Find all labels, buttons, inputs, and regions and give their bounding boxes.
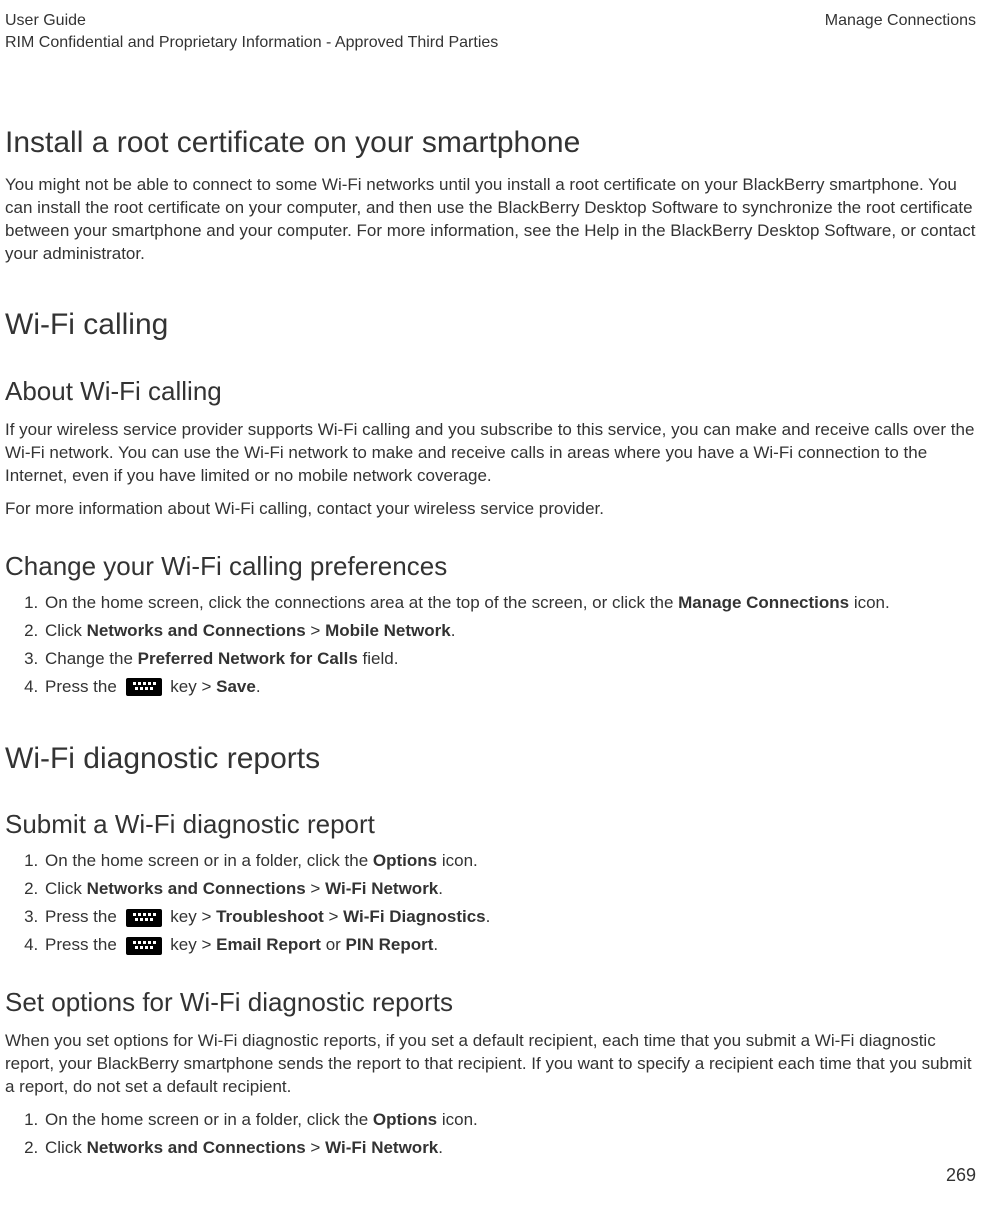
paragraph-about-wifi-1: If your wireless service provider suppor… [5,419,976,488]
step-text: Click [45,621,87,640]
step-text: > [306,621,325,640]
header-title: User Guide [5,10,498,32]
ui-label: Email Report [216,935,321,954]
step-text: . [438,1138,443,1157]
heading-submit-report: Submit a Wi-Fi diagnostic report [5,807,976,842]
ui-label: Networks and Connections [87,621,306,640]
heading-wifi-calling: Wi-Fi calling [5,305,976,346]
step-text: . [433,935,438,954]
step-text: key > [166,935,217,954]
ui-label: PIN Report [346,935,434,954]
header-left: User Guide RIM Confidential and Propriet… [5,10,498,53]
steps-change-prefs: On the home screen, click the connection… [5,592,976,699]
step-text: . [451,621,456,640]
step: Click Networks and Connections > Wi-Fi N… [43,878,976,901]
step-text: On the home screen or in a folder, click… [45,851,373,870]
step: On the home screen or in a folder, click… [43,1109,976,1132]
step: Press the key > Save. [43,676,976,699]
ui-label: Wi-Fi Diagnostics [343,907,485,926]
blackberry-key-icon [126,937,162,955]
step: Change the Preferred Network for Calls f… [43,648,976,671]
document-page: User Guide RIM Confidential and Propriet… [0,0,981,1188]
header-right: Manage Connections [825,10,976,53]
ui-label: Networks and Connections [87,879,306,898]
step-text: On the home screen or in a folder, click… [45,1110,373,1129]
ui-label: Wi-Fi Network [325,1138,438,1157]
ui-label: Wi-Fi Network [325,879,438,898]
ui-label: Manage Connections [678,593,849,612]
step-text: Click [45,1138,87,1157]
heading-change-prefs: Change your Wi-Fi calling preferences [5,549,976,584]
step: On the home screen or in a folder, click… [43,850,976,873]
step-text: Change the [45,649,138,668]
step-text: or [321,935,346,954]
ui-label: Preferred Network for Calls [138,649,358,668]
step-text: icon. [849,593,890,612]
header-confidential: RIM Confidential and Proprietary Informa… [5,32,498,54]
ui-label: Save [216,677,256,696]
step-text: Press the [45,677,122,696]
step: Press the key > Troubleshoot > Wi-Fi Dia… [43,906,976,929]
paragraph-about-wifi-2: For more information about Wi-Fi calling… [5,498,976,521]
step-text: Click [45,879,87,898]
step-text: . [256,677,261,696]
heading-install-root-cert: Install a root certificate on your smart… [5,123,976,164]
steps-set-options: On the home screen or in a folder, click… [5,1109,976,1160]
steps-submit-report: On the home screen or in a folder, click… [5,850,976,957]
step-text: . [438,879,443,898]
step-text: > [324,907,343,926]
step-text: . [486,907,491,926]
paragraph-install-root-cert: You might not be able to connect to some… [5,174,976,266]
heading-about-wifi-calling: About Wi-Fi calling [5,374,976,409]
page-number: 269 [946,1163,976,1187]
step-text: key > [166,677,217,696]
blackberry-key-icon [126,678,162,696]
step: Press the key > Email Report or PIN Repo… [43,934,976,957]
blackberry-key-icon [126,909,162,927]
ui-label: Troubleshoot [216,907,324,926]
step: Click Networks and Connections > Wi-Fi N… [43,1137,976,1160]
step-text: key > [166,907,217,926]
heading-set-options: Set options for Wi-Fi diagnostic reports [5,985,976,1020]
step-text: icon. [437,851,478,870]
step-text: icon. [437,1110,478,1129]
heading-diag-reports: Wi-Fi diagnostic reports [5,739,976,780]
step-text: Press the [45,907,122,926]
ui-label: Options [373,1110,437,1129]
ui-label: Options [373,851,437,870]
step-text: On the home screen, click the connection… [45,593,678,612]
step: On the home screen, click the connection… [43,592,976,615]
step-text: Press the [45,935,122,954]
ui-label: Networks and Connections [87,1138,306,1157]
step-text: field. [358,649,399,668]
step-text: > [306,879,325,898]
ui-label: Mobile Network [325,621,451,640]
step-text: > [306,1138,325,1157]
page-header: User Guide RIM Confidential and Propriet… [5,10,976,53]
step: Click Networks and Connections > Mobile … [43,620,976,643]
paragraph-set-options: When you set options for Wi-Fi diagnosti… [5,1030,976,1099]
